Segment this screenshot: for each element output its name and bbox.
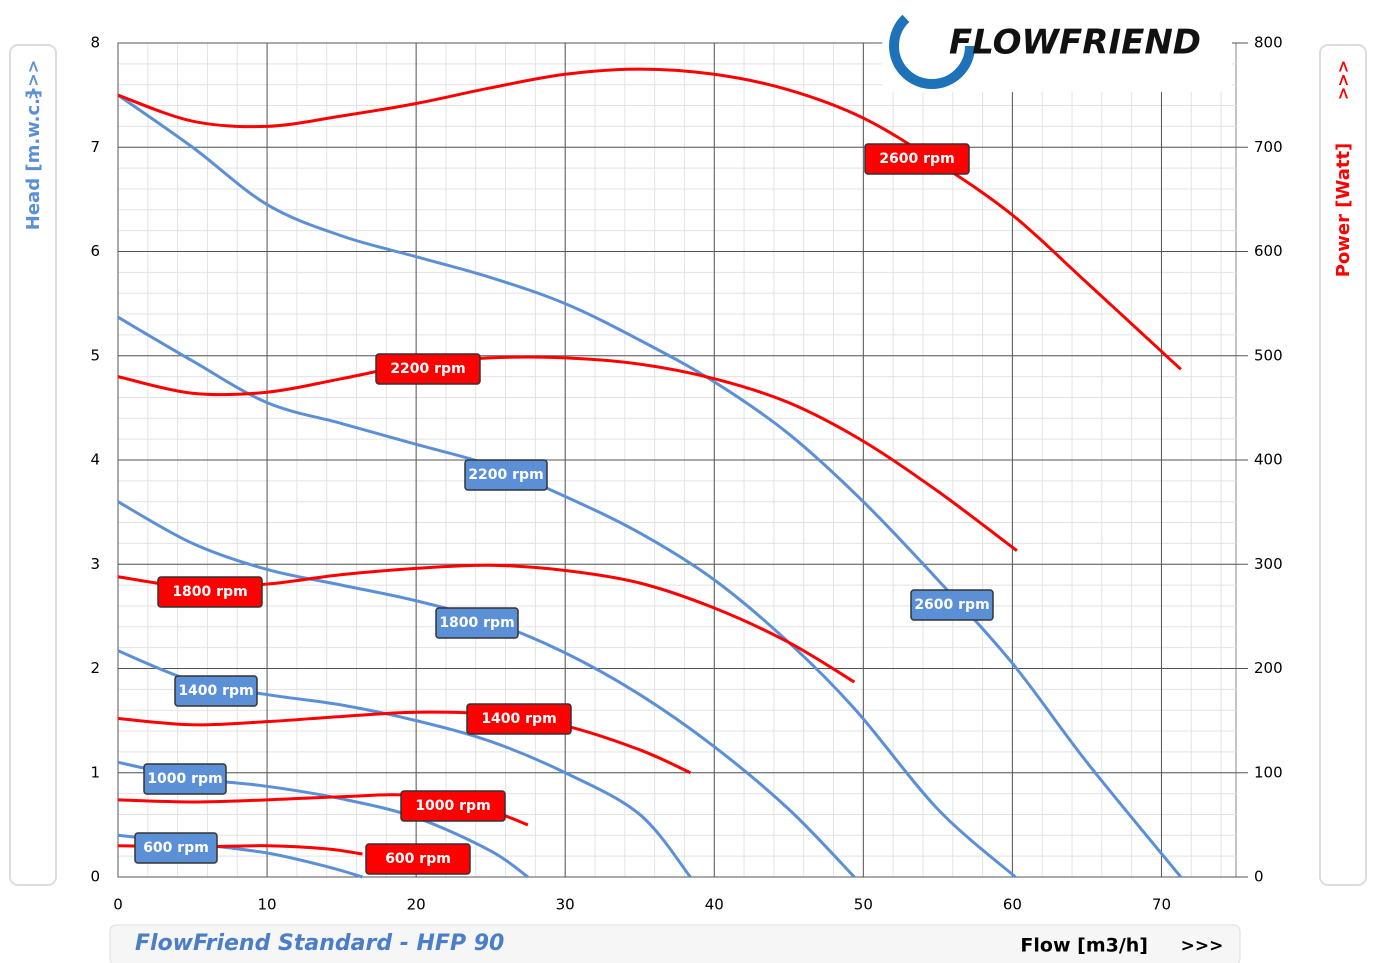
curve-label-box bbox=[174, 675, 258, 707]
right-panel bbox=[1319, 44, 1367, 886]
curve-label-box bbox=[400, 790, 506, 822]
y2-tick-label: 200 bbox=[1254, 659, 1283, 677]
y2-tick-label: 500 bbox=[1254, 346, 1283, 364]
curve-label-box bbox=[375, 353, 481, 385]
curve-label: 600 rpm bbox=[143, 840, 209, 856]
y-tick-label: 5 bbox=[90, 346, 100, 364]
y-tick-label: 0 bbox=[90, 868, 100, 886]
curve-label: 2600 rpm bbox=[914, 597, 989, 613]
y2-tick-label: 700 bbox=[1254, 138, 1283, 156]
curve-label: 2200 rpm bbox=[390, 361, 465, 377]
curve bbox=[117, 315, 1017, 879]
y-tick-label: 2 bbox=[90, 659, 100, 677]
y-axis-arrow: >>> bbox=[24, 60, 43, 100]
curve-label-box bbox=[157, 576, 263, 608]
x-tick-label: 40 bbox=[705, 896, 724, 914]
y2-tick-label: 800 bbox=[1254, 34, 1283, 52]
curve-label: 1800 rpm bbox=[172, 584, 247, 600]
y2-axis-arrow: >>> bbox=[1334, 60, 1353, 100]
curve-label: 2600 rpm bbox=[879, 151, 954, 167]
y2-axis-label: Power [Watt] bbox=[1333, 143, 1354, 278]
curve-label: 1000 rpm bbox=[415, 798, 490, 814]
x-tick-label: 60 bbox=[1003, 896, 1022, 914]
plot-area bbox=[117, 42, 1237, 878]
y-axis-label: Head [m.w.c.] bbox=[23, 90, 44, 230]
curve bbox=[117, 355, 1018, 552]
curve-label: 1800 rpm bbox=[439, 615, 514, 631]
x-tick-label: 20 bbox=[407, 896, 426, 914]
x-axis-arrow: >>> bbox=[1181, 936, 1224, 956]
y2-tick-label: 600 bbox=[1254, 242, 1283, 260]
chart-title: FlowFriend Standard - HFP 90 bbox=[135, 931, 504, 956]
logo-icon bbox=[889, 3, 975, 89]
y-tick-label: 1 bbox=[90, 763, 100, 781]
x-axis-label: Flow [m3/h] bbox=[1020, 935, 1148, 957]
x-tick-label: 70 bbox=[1152, 896, 1171, 914]
curve-label-box bbox=[435, 607, 519, 639]
curve-label: 1400 rpm bbox=[481, 711, 556, 727]
x-tick-label: 0 bbox=[113, 896, 123, 914]
y2-tick-label: 100 bbox=[1254, 763, 1283, 781]
x-tick-label: 10 bbox=[258, 896, 277, 914]
bottom-panel bbox=[109, 924, 1241, 963]
curve-label-box bbox=[466, 703, 572, 735]
curve-label-box bbox=[464, 459, 548, 491]
curve bbox=[117, 93, 1183, 878]
y2-tick-label: 0 bbox=[1254, 868, 1264, 886]
curve-label: 1400 rpm bbox=[178, 683, 253, 699]
curve bbox=[117, 710, 692, 775]
left-panel bbox=[9, 44, 57, 886]
y-tick-label: 4 bbox=[90, 451, 100, 469]
curve-label-box bbox=[143, 763, 227, 795]
logo-background bbox=[882, 0, 1232, 92]
curve-label-box bbox=[910, 589, 994, 621]
y2-tick-label: 300 bbox=[1254, 555, 1283, 573]
x-tick-label: 30 bbox=[556, 896, 575, 914]
x-tick-label: 50 bbox=[854, 896, 873, 914]
y-tick-label: 7 bbox=[90, 138, 100, 156]
y2-tick-label: 400 bbox=[1254, 451, 1283, 469]
curve-label-box bbox=[864, 143, 970, 175]
curve-label-box bbox=[134, 832, 218, 864]
curve-label: 1000 rpm bbox=[147, 771, 222, 787]
y-tick-label: 3 bbox=[90, 555, 100, 573]
y-tick-label: 8 bbox=[90, 34, 100, 52]
logo-text: FLOWFRIEND bbox=[949, 23, 1201, 63]
y-tick-label: 6 bbox=[90, 242, 100, 260]
curve-label: 600 rpm bbox=[385, 851, 451, 867]
curve bbox=[117, 67, 1182, 371]
curve-label-box bbox=[365, 843, 471, 875]
curve-label: 2200 rpm bbox=[468, 467, 543, 483]
